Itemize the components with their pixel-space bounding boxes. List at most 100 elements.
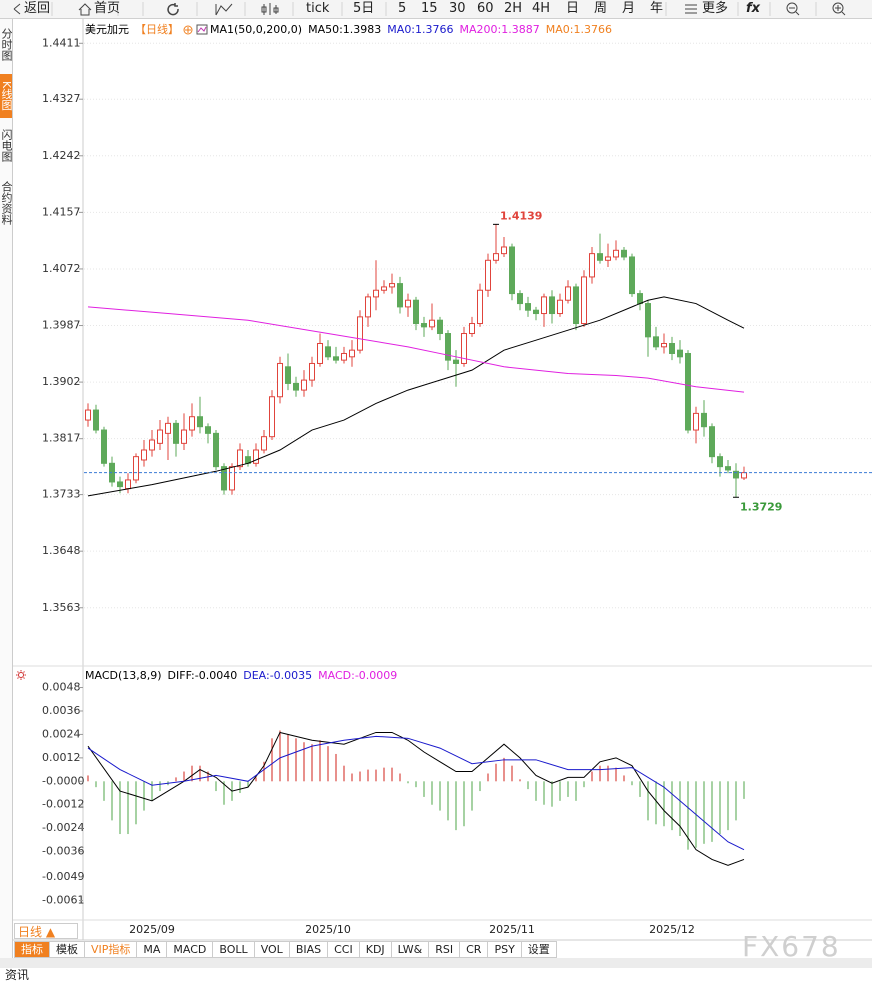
y-tick-label: -0.0000 (42, 774, 84, 787)
series-line (87, 731, 745, 866)
toolbar-button[interactable]: 首页 (94, 1, 121, 16)
candle-body (717, 456, 723, 468)
legend-entry: MA200:1.3887 (460, 23, 540, 36)
indicator-tab[interactable]: LW& (391, 941, 430, 958)
candle-body (565, 286, 571, 301)
candle-body (525, 303, 531, 311)
toolbar-button[interactable]: 30 (449, 1, 466, 16)
toolbar-button[interactable]: 5日 (353, 1, 375, 16)
sidebar-tab[interactable]: K线图 (0, 74, 13, 118)
toolbar-button[interactable]: 15 (421, 1, 438, 16)
zoom-out-icon[interactable] (786, 2, 798, 14)
y-tick-label: -0.0024 (42, 821, 84, 834)
candle-body (709, 426, 715, 458)
candle-body (277, 362, 283, 398)
candle-body (637, 293, 643, 305)
y-tick-label: 1.4072 (42, 262, 81, 275)
toolbar-button[interactable]: 2H (504, 1, 523, 16)
y-tick-label: -0.0049 (42, 870, 84, 883)
candle-body (93, 409, 99, 431)
y-tick-label: 0.0036 (42, 704, 81, 717)
period-selector[interactable]: 日线 ▲ (14, 923, 78, 939)
indicator-tab[interactable]: 设置 (521, 941, 557, 958)
candle-body (693, 412, 699, 431)
indicator-tab[interactable]: 模板 (50, 941, 85, 958)
indicator-tab[interactable]: MACD (167, 941, 214, 958)
toolbar-button[interactable]: 月 (622, 1, 636, 16)
indicator-icon (196, 24, 208, 35)
formula-button[interactable]: fx (746, 1, 761, 16)
candle-body (549, 296, 555, 315)
candle-body (725, 466, 731, 471)
indicator-tab[interactable]: BIAS (289, 941, 329, 958)
settings-icon (16, 670, 26, 680)
indicator-tab[interactable]: MA (137, 941, 168, 958)
toolbar-button[interactable]: 年 (650, 1, 664, 16)
toolbar-button[interactable]: 返回 (24, 1, 51, 16)
candle-body (341, 352, 347, 361)
indicator-tab[interactable]: PSY (488, 941, 522, 958)
zoom-out-icon (789, 7, 800, 16)
candle-body (357, 316, 363, 351)
candle-body (333, 356, 339, 361)
y-tick-label: 0.0012 (42, 751, 81, 764)
y-tick-label: 1.4411 (42, 36, 81, 49)
toolbar-button[interactable]: 4H (532, 1, 551, 16)
candle-body (445, 333, 451, 361)
indicator-tab[interactable]: BOLL (213, 941, 255, 958)
candle-body (325, 346, 331, 358)
add-icon (183, 25, 193, 35)
candle-body (373, 289, 379, 298)
toolbar-button[interactable]: 更多 (702, 1, 729, 16)
indicator-tab[interactable]: KDJ (359, 941, 392, 958)
candle-body (453, 359, 459, 364)
candle-body (741, 472, 747, 479)
indicator-tab[interactable]: 指标 (14, 941, 50, 958)
candle-body (181, 429, 187, 444)
more-icon[interactable] (685, 4, 697, 14)
candle-body (213, 432, 219, 468)
candle-body (485, 259, 491, 291)
toolbar-button[interactable]: 60 (477, 1, 494, 16)
indicator-tab[interactable]: VIP指标 (85, 941, 138, 958)
candle-body (661, 342, 667, 348)
candle-body (141, 449, 147, 461)
candle-body (117, 481, 123, 488)
news-tab[interactable]: 资讯 (5, 968, 30, 982)
kline-icon[interactable] (261, 3, 279, 15)
home-icon[interactable] (78, 3, 92, 16)
y-tick-label: 1.3648 (42, 544, 81, 557)
y-tick-label: 1.3563 (42, 601, 81, 614)
candle-body (477, 289, 483, 325)
toolbar-button[interactable]: 周 (594, 1, 608, 16)
indicator-tab[interactable]: CR (460, 941, 489, 958)
candle-body (429, 319, 435, 328)
candle-body (349, 349, 355, 358)
back-icon[interactable] (13, 3, 21, 15)
line-icon[interactable] (215, 3, 233, 16)
sidebar: 分时图 K线图闪电图合约资料 (0, 19, 13, 959)
refresh-icon[interactable] (167, 3, 179, 16)
indicator-tab[interactable]: VOL (254, 941, 290, 958)
candle-body (541, 296, 547, 315)
candle-body (629, 256, 635, 295)
y-tick-label: 1.3817 (42, 432, 81, 445)
toolbar-icons (13, 2, 846, 16)
candle-body (197, 416, 203, 428)
toolbar-button[interactable]: tick (306, 1, 330, 16)
y-tick-label: 1.4242 (42, 149, 81, 162)
settings-icon (18, 672, 24, 678)
indicator-tab[interactable]: CCI (328, 941, 360, 958)
toolbar-button[interactable]: 日 (566, 1, 580, 16)
toolbar-button[interactable]: 5 (398, 1, 407, 16)
sidebar-tab[interactable]: 分时图 (0, 27, 13, 61)
indicator-tab[interactable]: RSI (429, 941, 461, 958)
sidebar-tab[interactable]: 合约资料 (0, 181, 13, 225)
sidebar-tab[interactable]: 闪电图 (0, 128, 13, 162)
zoom-in-icon[interactable] (832, 2, 844, 14)
y-tick-label: 1.3733 (42, 488, 81, 501)
series-line (87, 296, 745, 497)
candle-body (461, 333, 467, 364)
candle-body (85, 409, 91, 421)
